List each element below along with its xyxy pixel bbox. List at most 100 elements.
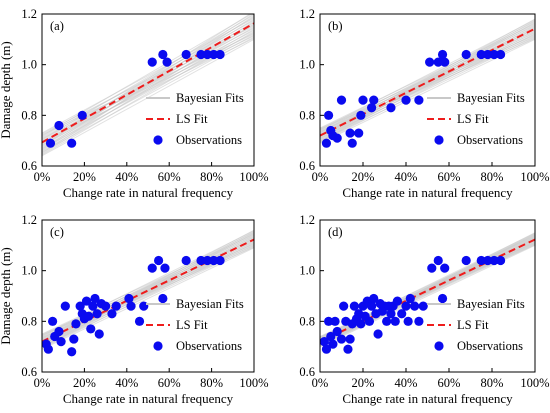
observation-point: [202, 49, 212, 60]
observation-point: [347, 138, 357, 148]
observation-point: [81, 296, 92, 306]
x-axis-label: Change rate in natural frequency: [342, 185, 513, 200]
x-tick-label: 0%: [312, 376, 329, 390]
bayesian-fit-line: [42, 14, 254, 140]
x-axis-label: Change rate in natural frequency: [63, 185, 234, 200]
bayesian-fit-line: [320, 34, 535, 130]
bayesian-fits: [42, 14, 254, 157]
observation-point: [440, 263, 450, 273]
ls-fit-line: [320, 27, 535, 137]
observation-point: [154, 255, 164, 266]
observation-point: [71, 319, 81, 329]
observation-point: [414, 95, 424, 105]
y-tick-label: 0.8: [21, 314, 37, 328]
observation-point: [67, 347, 77, 357]
observation-point: [196, 255, 206, 266]
y-tick-label: 0.8: [299, 314, 315, 328]
observation-point: [75, 301, 85, 311]
observation-point: [401, 95, 411, 105]
observation-point: [390, 316, 400, 326]
observation-point: [209, 49, 219, 60]
observation-point: [196, 49, 206, 60]
y-tick-label: 1.0: [299, 264, 315, 278]
observation-point: [45, 138, 56, 148]
observation-point: [92, 309, 102, 319]
y-tick-label: 1.2: [299, 213, 315, 227]
panel-label: (a): [50, 19, 64, 33]
observation-point: [476, 255, 486, 266]
observation-point: [54, 326, 64, 337]
observation-point: [496, 49, 506, 60]
bayesian-fit-line: [42, 233, 254, 335]
legend-observations-label: Observations: [176, 339, 242, 353]
panel-b: 0% 20% 40% 60% 80% 100% 0.6 0.8 1.0 1.2 Change rat…: [299, 7, 549, 200]
observation-point: [440, 57, 450, 67]
observation-point: [414, 316, 424, 326]
panel-d: 0% 20% 40% 60% 80% 100% 0.6 0.8 1.0 1.2 Change rat…: [299, 213, 549, 406]
observation-point: [364, 316, 375, 326]
observation-point: [69, 334, 79, 344]
observation-point: [158, 293, 168, 304]
observation-point: [48, 316, 58, 326]
x-tick-label: 80%: [200, 376, 223, 390]
y-tick-label: 1.2: [299, 7, 315, 21]
x-tick-label: 40%: [115, 376, 138, 390]
legend-ls-label: LS Fit: [176, 318, 208, 332]
legend-observations-label: Observations: [457, 339, 523, 353]
observation-point: [339, 301, 349, 311]
observation-point: [107, 309, 117, 319]
x-tick-label: 60%: [158, 376, 181, 390]
x-tick-label: 100%: [239, 170, 268, 184]
x-tick-label: 60%: [438, 170, 461, 184]
legend-observations-label: Observations: [457, 133, 523, 147]
observation-point: [403, 316, 413, 326]
observation-point: [332, 326, 342, 337]
observation-point: [386, 309, 396, 319]
observation-point: [358, 95, 368, 105]
bayesian-fit-line: [42, 14, 253, 137]
bayesian-fit-line: [320, 19, 535, 131]
legend-ls-label: LS Fit: [176, 112, 208, 126]
observation-point: [382, 316, 392, 326]
observation-point: [489, 49, 499, 60]
x-tick-label: 80%: [481, 170, 504, 184]
x-tick-label: 20%: [73, 376, 96, 390]
y-tick-label: 0.6: [299, 159, 315, 173]
observation-point: [328, 339, 338, 349]
observation-point: [405, 293, 415, 304]
observation-point: [332, 133, 342, 143]
observation-point: [418, 301, 428, 311]
observation-point: [215, 255, 225, 266]
axes-frame: [319, 13, 536, 167]
legend-bayesian-label: Bayesian Fits: [457, 297, 525, 311]
ls-fit-line: [42, 22, 254, 144]
bayesian-fits: [320, 232, 535, 348]
observation-point: [496, 255, 506, 266]
bayesian-fit-line: [320, 23, 535, 129]
observation-point: [126, 301, 136, 311]
y-tick-label: 0.8: [299, 108, 315, 122]
bayesian-fit-line: [320, 32, 535, 134]
bayesian-fit-line: [42, 17, 254, 134]
observation-point: [356, 319, 366, 329]
legend-observations-swatch: [153, 341, 163, 351]
y-axis-label: Damage depth (m): [0, 247, 13, 344]
observation-point: [433, 255, 443, 266]
y-tick-label: 1.0: [21, 58, 37, 72]
legend-bayesian-label: Bayesian Fits: [176, 297, 244, 311]
x-tick-label: 20%: [352, 376, 375, 390]
bayesian-fit-line: [42, 32, 254, 146]
observation-point: [336, 334, 347, 344]
observation-point: [483, 255, 493, 266]
observation-point: [139, 301, 149, 311]
observation-point: [54, 120, 64, 131]
observation-point: [319, 337, 329, 347]
observation-point: [461, 49, 471, 60]
x-tick-label: 40%: [395, 376, 418, 390]
observation-point: [427, 263, 437, 273]
observation-point: [356, 110, 366, 120]
axes-frame: [319, 219, 536, 373]
legend: Bayesian Fits LS Fit Observations: [146, 297, 244, 353]
legend-observations-label: Observations: [176, 133, 242, 147]
observation-point: [489, 255, 499, 266]
